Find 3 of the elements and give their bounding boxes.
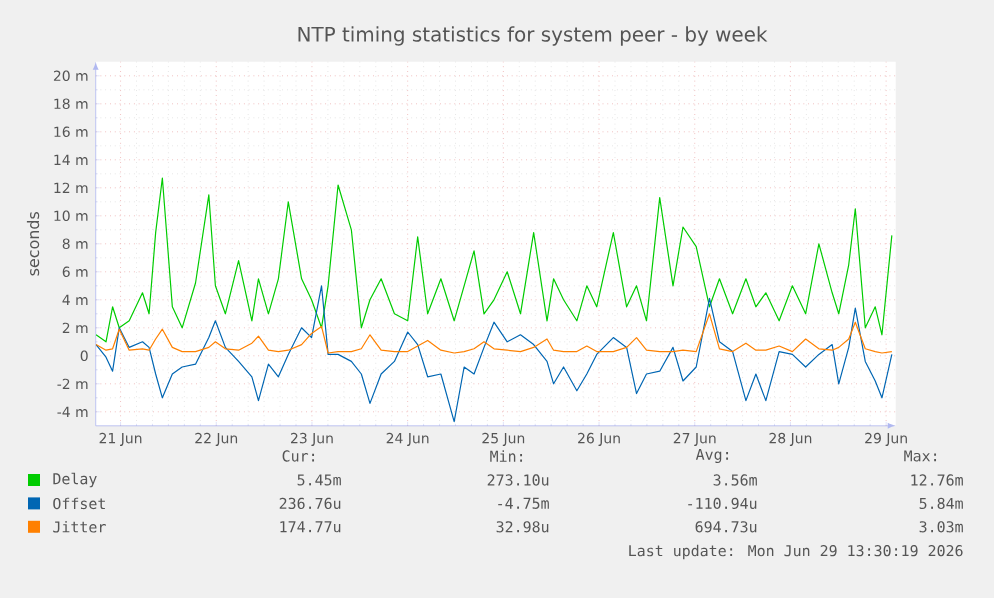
line-series (95, 313, 893, 354)
chart-title: NTP timing statistics for system peer - by week (298, 26, 768, 46)
line-series (95, 177, 893, 343)
